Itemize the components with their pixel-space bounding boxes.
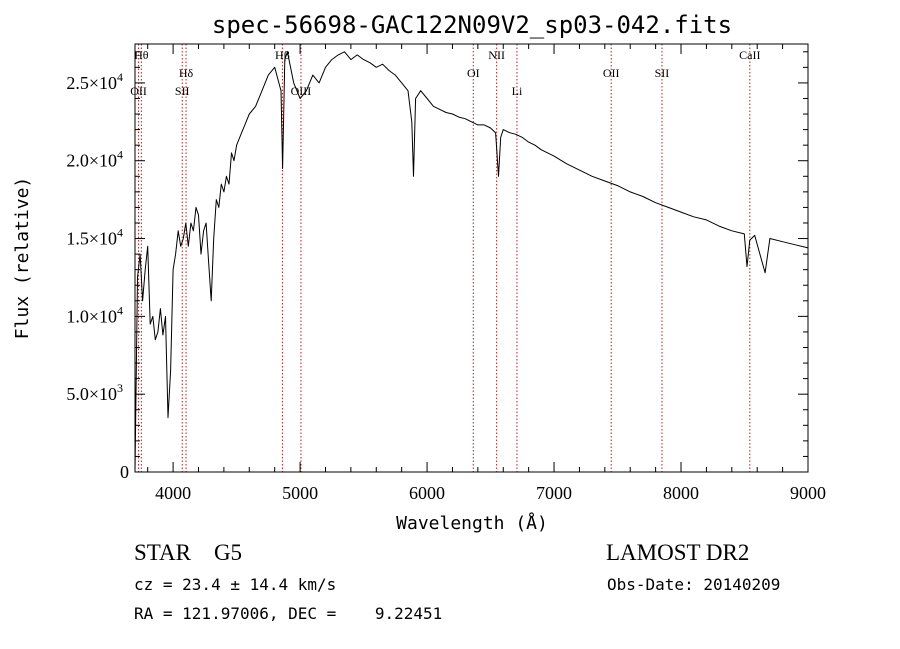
- x-tick-label-4: 8000: [663, 483, 699, 503]
- chart-title: spec-56698-GAC122N09V2_sp03-042.fits: [212, 11, 732, 39]
- y-tick-label-2: 1.0×104: [66, 303, 123, 326]
- marker-label-0: Hθ: [134, 48, 149, 62]
- marker-label-7: NII: [488, 48, 505, 62]
- marker-label-3: SII: [175, 84, 190, 98]
- x-tick-label-2: 6000: [409, 483, 445, 503]
- y-axis-label: Flux (relative): [12, 177, 33, 340]
- marker-lines: [138, 44, 751, 472]
- y-tick-label-0: 0: [120, 462, 129, 482]
- y-tick-label-1: 5.0×103: [66, 381, 123, 404]
- spectrum-line: [134, 51, 809, 473]
- obs-date-label: Obs-Date: 20140209: [607, 575, 781, 594]
- x-tick-label-1: 5000: [282, 483, 318, 503]
- x-axis-label: Wavelength (Å): [396, 512, 548, 534]
- spectrum-series: [134, 51, 809, 473]
- y-tick-label-4: 2.0×104: [66, 148, 123, 171]
- y-tick-label-5: 2.5×104: [66, 70, 123, 93]
- x-tick-label-0: 4000: [155, 483, 191, 503]
- plot-frame: [134, 43, 809, 473]
- coords-label: RA = 121.97006, DEC = 9.22451: [134, 604, 443, 623]
- marker-label-2: Hδ: [179, 66, 194, 80]
- marker-label-4: Hβ: [275, 48, 290, 62]
- marker-label-8: Li: [512, 84, 523, 98]
- survey-label: LAMOST DR2: [606, 540, 750, 565]
- marker-label-9: OII: [603, 66, 620, 80]
- class-label: STAR G5: [134, 540, 243, 565]
- x-tick-label-3: 7000: [536, 483, 572, 503]
- marker-label-1: OII: [130, 84, 147, 98]
- redshift-label: cz = 23.4 ± 14.4 km/s: [134, 575, 337, 594]
- marker-label-6: OI: [467, 66, 480, 80]
- y-tick-label-3: 1.5×104: [66, 226, 123, 249]
- y-axis: 0 5.0×103 1.0×104 1.5×104 2.0×104 2.5×104: [66, 51, 808, 482]
- marker-label-10: SII: [655, 66, 670, 80]
- x-tick-label-5: 9000: [790, 483, 826, 503]
- x-axis: 4000 5000 6000 7000 8000 9000: [147, 44, 826, 503]
- marker-label-11: CaII: [739, 48, 760, 62]
